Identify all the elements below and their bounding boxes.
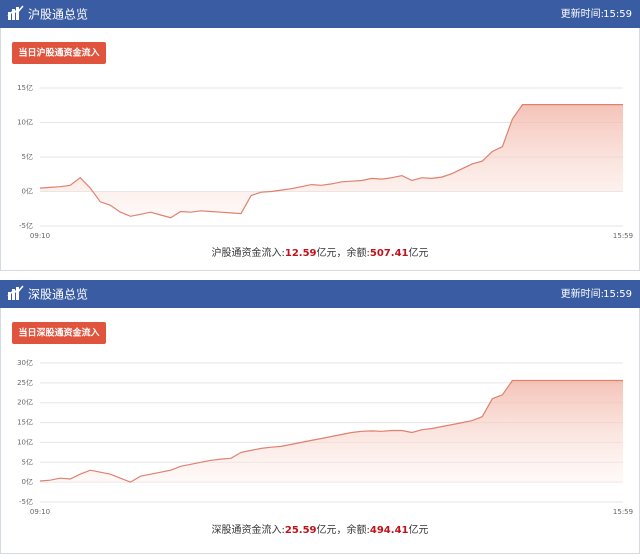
- panel-header: [0, 280, 640, 308]
- update-label: 更新时间:: [561, 287, 604, 300]
- y-tick-label: 15亿: [17, 83, 33, 92]
- line: [39, 104, 623, 219]
- y-tick-label: 15亿: [17, 418, 33, 427]
- y-tick-label: -5亿: [19, 497, 33, 506]
- update-time: 15:59: [603, 289, 632, 300]
- y-tick-label: 10亿: [17, 437, 33, 446]
- x-tick-label: 15:59: [613, 232, 633, 240]
- update-label: 更新时间:: [561, 7, 604, 20]
- y-tick-label: 30亿: [17, 358, 33, 367]
- x-tick-label: 09:10: [30, 508, 50, 516]
- summary-balance-label: ，余额:: [337, 523, 370, 536]
- icon-arrow: [7, 5, 24, 17]
- summary-label: 沪股通资金流入:: [212, 246, 285, 259]
- area: [40, 104, 623, 218]
- y-tick-label: 5亿: [22, 457, 33, 466]
- summary-balance-unit: 亿元: [408, 523, 428, 536]
- icon-bar: [8, 12, 11, 20]
- area: [40, 380, 623, 483]
- summary-label: 深股通资金流入:: [212, 523, 285, 536]
- icon-bar: [8, 292, 11, 300]
- inflow-button-label[interactable]: 当日深股通资金流入: [18, 327, 99, 339]
- y-tick-label: 20亿: [17, 398, 33, 407]
- panel: 沪股通总览 15:59更新时间:当日沪股通资金流入15亿10亿5亿0亿-5亿09:…: [0, 0, 640, 271]
- summary-balance: 507.41: [370, 248, 409, 259]
- panel-title: 沪股通总览: [28, 7, 88, 22]
- update-time: 15:59: [603, 9, 632, 20]
- inflow-button[interactable]: [12, 42, 106, 64]
- x-tick-label: 09:10: [30, 232, 50, 240]
- header-icon: [7, 5, 24, 20]
- panel-header: [0, 0, 640, 28]
- icon-bar: [12, 9, 15, 20]
- icon-arrow: [7, 285, 24, 297]
- y-tick-label: 25亿: [17, 378, 33, 387]
- x-tick-label: 15:59: [613, 508, 633, 516]
- summary-inflow: 12.59: [285, 248, 317, 259]
- summary-inflow-unit: 亿元: [317, 246, 337, 259]
- panel-title: 深股通总览: [28, 287, 88, 302]
- summary: 沪股通资金流入:12.59亿元，余额:507.41亿元: [212, 246, 429, 259]
- y-tick-label: 10亿: [17, 118, 33, 127]
- summary-balance-label: ，余额:: [337, 246, 370, 259]
- y-tick-label: 0亿: [22, 477, 33, 486]
- header-icon: [7, 285, 24, 300]
- y-tick-label: 5亿: [22, 152, 33, 161]
- summary-inflow-unit: 亿元: [317, 523, 337, 536]
- summary-balance: 494.41: [370, 525, 409, 536]
- y-tick-label: 0亿: [22, 187, 33, 196]
- summary-inflow: 25.59: [285, 525, 317, 536]
- inflow-button-label[interactable]: 当日沪股通资金流入: [18, 47, 99, 59]
- summary-balance-unit: 亿元: [408, 246, 428, 259]
- y-tick-label: -5亿: [19, 221, 33, 230]
- panel: 深股通总览 15:59更新时间:当日深股通资金流入30亿25亿20亿15亿10亿5…: [0, 280, 640, 554]
- summary: 深股通资金流入:25.59亿元，余额:494.41亿元: [212, 523, 429, 536]
- line: [39, 379, 623, 483]
- inflow-button[interactable]: [12, 322, 106, 344]
- icon-bar: [12, 289, 15, 300]
